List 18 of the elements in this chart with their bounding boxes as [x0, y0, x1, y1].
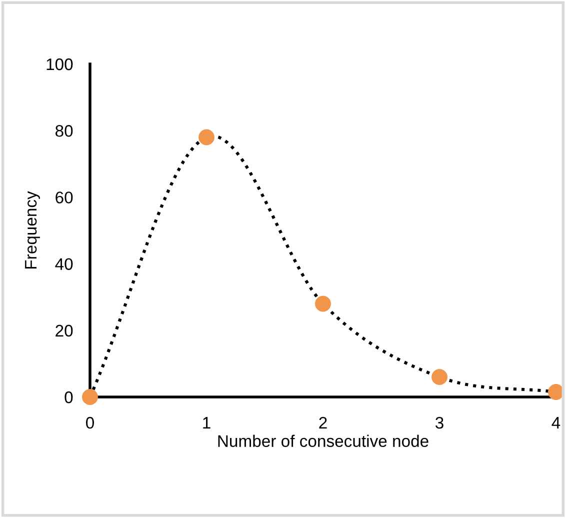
y-tick-label: 100 [46, 58, 73, 70]
y-tick-label: 0 [64, 391, 73, 404]
point [82, 389, 98, 405]
y-tick-label: 20 [56, 324, 73, 337]
x-axis-title: Number of consecutive node [218, 434, 428, 447]
x-tick-label: 1 [203, 417, 210, 429]
point [315, 296, 331, 312]
point [432, 369, 448, 385]
point [198, 129, 214, 146]
y-axis-title: Frequency [25, 191, 40, 268]
x-tick-label: 2 [319, 416, 327, 429]
y-tick-label: 60 [56, 192, 73, 204]
x-tick-label: 4 [552, 417, 560, 429]
x-tick-label: 0 [86, 416, 94, 429]
y-tick-label: 40 [55, 258, 73, 270]
x-tick-label: 3 [436, 416, 444, 429]
y-tick-label: 80 [56, 125, 73, 137]
point [548, 384, 564, 400]
